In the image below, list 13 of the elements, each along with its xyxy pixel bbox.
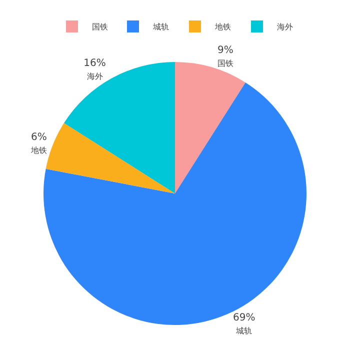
- slice-label: 海外: [86, 72, 103, 81]
- slice-label: 地铁: [30, 146, 47, 156]
- legend-label: 城轨: [152, 22, 169, 32]
- slice-label: 国铁: [217, 59, 234, 68]
- slice-label: 城轨: [235, 326, 252, 336]
- data-label: 16%: [84, 58, 106, 69]
- data-label: 69%: [232, 312, 256, 324]
- legend-label: 国铁: [92, 22, 108, 32]
- legend-label: 地铁: [214, 22, 231, 32]
- data-label: 9%: [218, 45, 234, 56]
- pie-slice: [46, 123, 175, 194]
- legend-label: 海外: [277, 22, 293, 32]
- data-label: 6%: [31, 132, 47, 144]
